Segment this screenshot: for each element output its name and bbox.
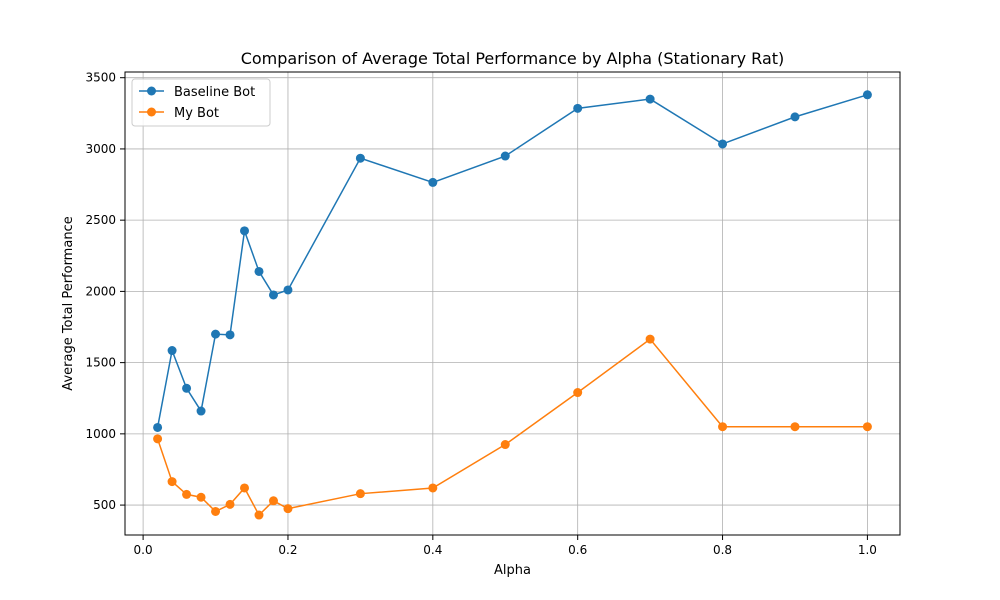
- y-tick-label: 1500: [85, 356, 116, 370]
- data-point: [268, 290, 278, 300]
- data-point: [573, 388, 583, 398]
- data-point: [153, 434, 163, 444]
- legend-marker: [147, 86, 156, 96]
- y-tick-label: 2000: [85, 284, 116, 298]
- data-point: [283, 504, 293, 514]
- x-tick-label: 0.8: [713, 543, 732, 557]
- data-point: [254, 266, 264, 276]
- data-point: [240, 226, 250, 236]
- data-point: [573, 103, 583, 113]
- data-point: [196, 406, 206, 416]
- data-point: [718, 139, 728, 149]
- data-point: [240, 483, 250, 493]
- data-point: [428, 483, 438, 493]
- y-tick-label: 3500: [85, 71, 116, 85]
- legend-marker: [147, 107, 156, 117]
- data-point: [355, 153, 365, 163]
- data-point: [167, 346, 177, 356]
- data-point: [355, 489, 365, 499]
- data-point: [196, 492, 206, 502]
- series-layer: [153, 90, 872, 520]
- x-tick-label: 1.0: [858, 543, 877, 557]
- y-tick-label: 1000: [85, 427, 116, 441]
- data-point: [645, 94, 655, 104]
- data-point: [254, 510, 264, 520]
- axis-ticks: 0.0 0.2 0.4 0.6 0.8 1.0 500 1000 1500 2000 2500 300…: [85, 71, 877, 557]
- data-point: [862, 422, 872, 432]
- legend-label: Baseline Bot: [174, 85, 255, 100]
- data-point: [500, 151, 510, 161]
- x-axis-label: Alpha: [494, 563, 531, 578]
- legend-frame: [131, 78, 271, 127]
- x-tick-label: 0.2: [278, 543, 297, 557]
- series-line: [156, 94, 868, 428]
- data-point: [428, 177, 438, 187]
- plot-frame: [124, 71, 901, 536]
- data-point: [268, 496, 278, 506]
- y-tick-label: 3000: [85, 142, 116, 156]
- data-point: [182, 383, 192, 393]
- legend: Baseline Bot My Bot: [131, 78, 271, 127]
- data-point: [283, 285, 293, 295]
- legend-item: Baseline Bot: [139, 85, 255, 100]
- data-point: [790, 112, 800, 122]
- y-tick-label: 2500: [85, 213, 116, 227]
- data-point: [225, 499, 235, 509]
- x-tick-label: 0.6: [568, 543, 587, 557]
- legend-label: My Bot: [174, 106, 219, 121]
- data-point: [645, 334, 655, 344]
- series-my-bot: [153, 334, 872, 520]
- data-point: [211, 506, 221, 516]
- series-baseline-bot: [153, 90, 872, 432]
- x-tick-label: 0.0: [134, 543, 153, 557]
- data-point: [862, 90, 872, 100]
- y-tick-label: 500: [93, 498, 116, 512]
- data-point: [500, 440, 510, 450]
- x-tick-label: 0.4: [423, 543, 442, 557]
- y-axis-label: Average Total Performance: [61, 216, 76, 390]
- grid: [125, 72, 900, 535]
- data-point: [790, 422, 800, 432]
- data-point: [167, 477, 177, 487]
- data-point: [211, 329, 221, 339]
- data-point: [718, 422, 728, 432]
- data-point: [153, 422, 163, 432]
- chart-title: Comparison of Average Total Performance …: [241, 49, 785, 68]
- data-point: [182, 489, 192, 499]
- legend-item: My Bot: [139, 106, 219, 121]
- data-point: [225, 330, 235, 340]
